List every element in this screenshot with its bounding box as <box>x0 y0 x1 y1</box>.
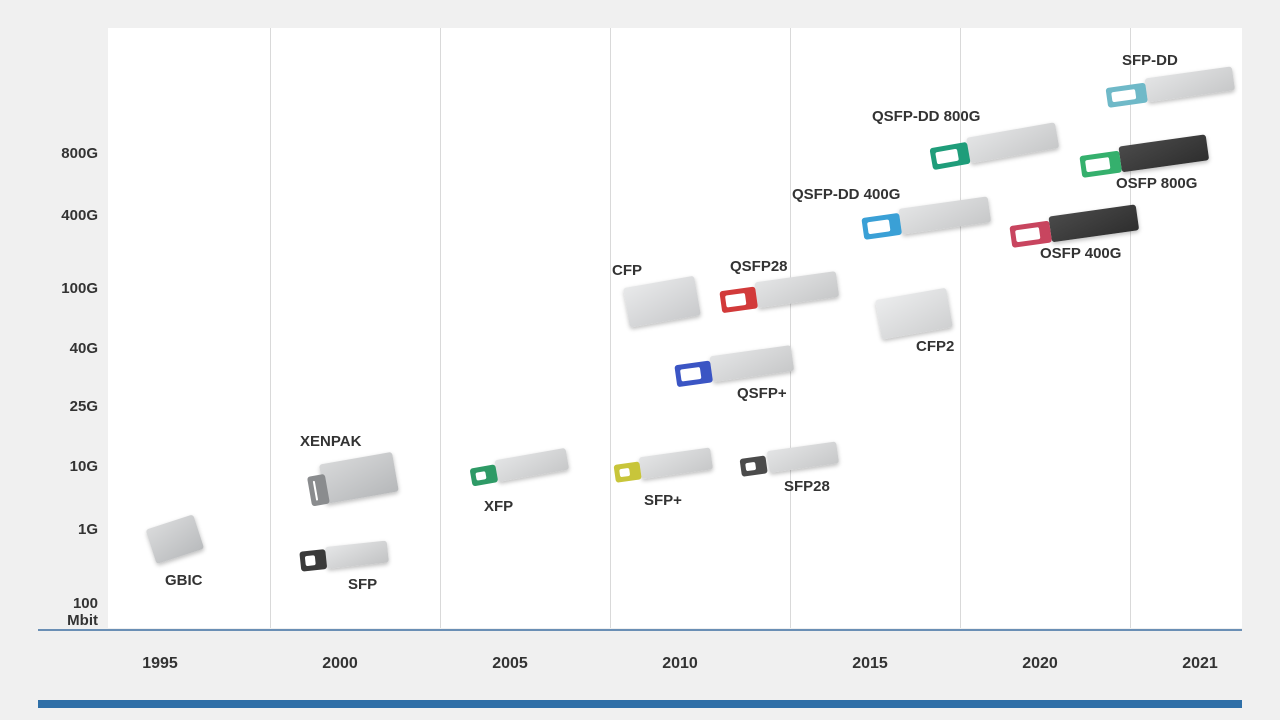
module-cfp: CFP <box>620 278 700 326</box>
bottom-accent-bar <box>38 700 1242 708</box>
module-body <box>623 276 701 328</box>
y-axis-label: 100G <box>40 280 98 297</box>
module-body <box>767 441 839 473</box>
module-shape <box>299 535 392 576</box>
module-label: OSFP 400G <box>1040 245 1121 262</box>
module-sfpplus: SFP+ <box>614 448 714 482</box>
module-osfp800: OSFP 800G <box>1080 135 1210 177</box>
module-label: OSFP 800G <box>1116 175 1197 192</box>
y-axis-label: 800G <box>40 145 98 162</box>
module-gbic: GBIC <box>145 520 200 560</box>
module-qsfpdd400: QSFP-DD 400G <box>862 198 992 238</box>
x-axis-label: 2005 <box>470 655 550 673</box>
module-body <box>1118 134 1209 172</box>
module-label: SFP28 <box>784 478 830 495</box>
module-osfp400: OSFP 400G <box>1010 205 1140 247</box>
module-label: SFP+ <box>644 492 682 509</box>
timeline-diagram: 800G 400G 100G 40G 25G 10G 1G 100 Mbit 1995 2000… <box>0 0 1280 720</box>
module-body <box>494 448 569 482</box>
module-body <box>754 271 839 308</box>
module-pull-tab <box>470 464 499 486</box>
module-xenpak: XENPAK <box>308 455 398 503</box>
module-label: QSFP28 <box>730 258 788 275</box>
module-body <box>1048 204 1139 242</box>
module-label: GBIC <box>165 572 203 589</box>
module-pull-tab <box>299 549 327 572</box>
module-body <box>1145 66 1235 102</box>
module-pull-tab <box>674 360 713 387</box>
y-axis-label: 100 Mbit <box>40 595 98 629</box>
module-label: QSFP-DD 800G <box>872 108 980 125</box>
module-body <box>319 452 399 504</box>
module-pull-tab <box>614 461 642 482</box>
module-shape <box>140 512 205 567</box>
x-axis-line <box>38 629 1242 631</box>
module-shape <box>612 441 716 489</box>
x-axis-label: 2015 <box>830 655 910 673</box>
gridline <box>790 28 791 628</box>
module-label: CFP <box>612 262 642 279</box>
x-axis-label: 2010 <box>640 655 720 673</box>
x-axis-label: 1995 <box>120 655 200 673</box>
y-axis-label: 1G <box>40 521 98 538</box>
module-pull-tab <box>740 455 768 476</box>
module-pull-tab <box>1106 83 1148 108</box>
module-shape <box>616 271 703 332</box>
module-xfp: XFP <box>470 450 570 484</box>
gridline <box>440 28 441 628</box>
x-axis-label: 2000 <box>300 655 380 673</box>
x-axis-label: 2021 <box>1160 655 1240 673</box>
x-axis-label: 2020 <box>1000 655 1080 673</box>
gridline <box>610 28 611 628</box>
gridline <box>270 28 271 628</box>
module-body <box>639 447 713 479</box>
module-body <box>875 288 953 340</box>
module-qsfpdd800: QSFP-DD 800G <box>930 126 1060 166</box>
module-body <box>898 196 991 234</box>
y-axis-label: 25G <box>40 398 98 415</box>
module-body <box>146 514 205 564</box>
module-shape <box>738 435 842 483</box>
module-body <box>709 345 794 382</box>
module-pull-tab <box>719 286 758 313</box>
y-axis-label: 40G <box>40 340 98 357</box>
module-label: CFP2 <box>916 338 954 355</box>
y-axis-label: 400G <box>40 207 98 224</box>
plot-area <box>108 28 1242 628</box>
y-axis-label: 10G <box>40 458 98 475</box>
module-label: XENPAK <box>300 433 361 450</box>
module-pull-tab <box>929 142 970 170</box>
module-qsfpplus: QSFP+ <box>675 345 795 387</box>
module-pull-tab <box>861 213 902 240</box>
module-sfpdd: SFP-DD <box>1106 68 1236 106</box>
module-label: SFP-DD <box>1122 52 1178 69</box>
gridline <box>1130 28 1131 628</box>
module-body <box>325 541 389 569</box>
module-label: XFP <box>484 498 513 515</box>
module-pull-tab <box>1009 221 1052 248</box>
module-qsfp28: QSFP28 <box>720 272 840 312</box>
module-label: QSFP+ <box>737 385 787 402</box>
module-label: QSFP-DD 400G <box>792 186 900 203</box>
module-body <box>966 122 1059 163</box>
module-shape <box>868 283 955 344</box>
module-shape <box>305 448 402 511</box>
module-pull-tab <box>1079 151 1122 178</box>
module-cfp2: CFP2 <box>872 290 952 338</box>
module-label: SFP <box>348 576 377 593</box>
module-sfp: SFP <box>300 540 390 572</box>
module-sfp28: SFP28 <box>740 442 840 476</box>
